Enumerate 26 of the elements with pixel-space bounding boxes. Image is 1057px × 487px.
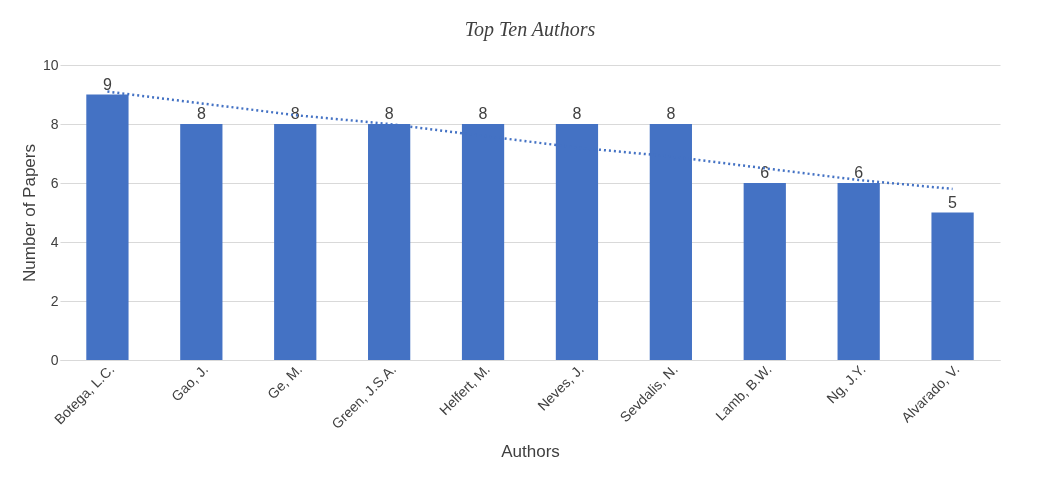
data-label: 8	[290, 105, 300, 122]
chart-title: Top Ten Authors	[464, 18, 596, 41]
data-label: 8	[666, 105, 676, 122]
bar	[180, 124, 223, 360]
y-tick-label: 2	[50, 292, 59, 309]
y-tick-label: 6	[50, 174, 59, 191]
y-tick-label: 0	[50, 351, 59, 368]
y-tick-label: 4	[50, 233, 59, 250]
data-label: 8	[196, 105, 206, 122]
data-label: 5	[948, 193, 958, 211]
bar	[931, 212, 974, 360]
x-tick-label: Gao, J.	[168, 361, 212, 405]
x-tick-label: Ge, M.	[264, 361, 306, 403]
x-axis-title: Authors	[501, 441, 560, 461]
bar	[274, 124, 317, 360]
data-label: 6	[760, 164, 770, 181]
data-label: 8	[384, 105, 394, 122]
bar	[743, 183, 786, 360]
data-label: 8	[478, 105, 488, 122]
y-tick-label: 10	[42, 56, 59, 73]
data-label: 6	[854, 164, 864, 181]
y-axis-title: Number of Papers	[19, 144, 39, 282]
data-label: 9	[102, 75, 112, 93]
y-tick-label: 8	[50, 115, 59, 132]
data-label: 8	[572, 105, 582, 122]
x-tick-label: Ng, J.Y.	[823, 361, 869, 407]
